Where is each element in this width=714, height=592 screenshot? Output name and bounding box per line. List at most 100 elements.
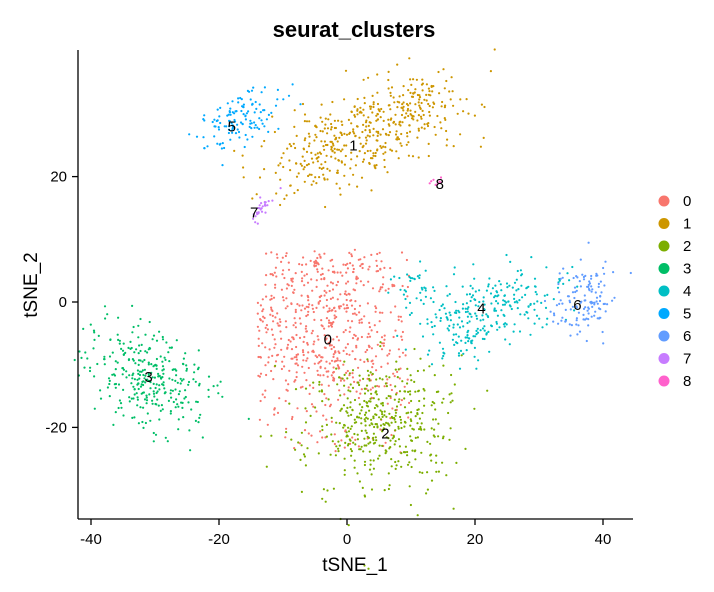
cell-point bbox=[487, 283, 490, 286]
cell-point bbox=[293, 288, 296, 291]
cell-point bbox=[368, 326, 371, 329]
cell-point bbox=[403, 289, 406, 292]
cell-point bbox=[414, 415, 417, 418]
cell-point bbox=[593, 303, 596, 306]
cell-point bbox=[368, 450, 371, 453]
cell-point bbox=[389, 148, 392, 151]
cell-point bbox=[128, 374, 131, 377]
cell-point bbox=[429, 94, 432, 97]
cell-point bbox=[367, 442, 370, 445]
cell-point bbox=[145, 394, 148, 397]
cell-point bbox=[293, 317, 296, 320]
cell-point bbox=[343, 132, 346, 135]
cell-point bbox=[202, 136, 205, 139]
cell-point bbox=[363, 360, 366, 363]
cell-point bbox=[316, 268, 319, 271]
cell-point bbox=[223, 125, 226, 128]
cell-point bbox=[216, 108, 219, 111]
cell-point bbox=[342, 426, 345, 429]
cell-point bbox=[361, 486, 364, 489]
cell-point bbox=[410, 95, 414, 98]
cell-point bbox=[257, 344, 260, 347]
cell-point bbox=[270, 294, 273, 297]
cell-point bbox=[354, 438, 357, 441]
cell-point bbox=[351, 337, 355, 340]
cell-point bbox=[227, 113, 230, 116]
cell-point bbox=[370, 105, 373, 108]
cell-point bbox=[405, 143, 408, 146]
cell-point bbox=[347, 442, 350, 446]
cell-point bbox=[358, 111, 361, 114]
cell-point bbox=[582, 313, 585, 316]
cell-point bbox=[345, 431, 348, 434]
cell-point bbox=[596, 302, 599, 305]
cell-point bbox=[378, 290, 381, 293]
cell-point bbox=[170, 396, 173, 399]
cell-point bbox=[291, 83, 294, 86]
cell-point bbox=[340, 408, 343, 411]
cell-point bbox=[469, 313, 472, 316]
cell-point bbox=[350, 413, 353, 416]
cell-point bbox=[350, 454, 353, 457]
cell-point bbox=[516, 307, 519, 310]
cell-point bbox=[409, 374, 412, 377]
cell-point bbox=[237, 101, 240, 104]
cell-point bbox=[433, 402, 436, 405]
cell-point bbox=[462, 352, 465, 355]
cell-point bbox=[444, 118, 447, 121]
cell-point bbox=[376, 384, 379, 388]
cell-point bbox=[293, 191, 296, 195]
cell-point bbox=[335, 171, 339, 174]
cell-point bbox=[378, 251, 381, 254]
cell-point bbox=[445, 285, 448, 288]
cell-point bbox=[408, 461, 411, 464]
cell-point bbox=[342, 349, 345, 352]
cell-point bbox=[504, 338, 507, 341]
cell-point bbox=[145, 399, 149, 402]
cell-point bbox=[331, 282, 334, 285]
cell-point bbox=[253, 126, 256, 129]
cell-point bbox=[395, 393, 398, 396]
cell-point bbox=[382, 427, 385, 430]
cell-point bbox=[108, 379, 111, 382]
cell-point bbox=[411, 155, 415, 158]
cell-point bbox=[359, 358, 362, 361]
cell-point bbox=[527, 317, 530, 320]
cell-point bbox=[185, 369, 188, 372]
cell-point bbox=[320, 324, 323, 327]
cell-point bbox=[333, 147, 336, 150]
cell-point bbox=[305, 410, 308, 413]
cell-point bbox=[442, 354, 445, 358]
cell-point bbox=[353, 307, 356, 311]
cell-point bbox=[103, 355, 106, 358]
cell-point bbox=[495, 322, 498, 325]
cell-point bbox=[467, 112, 470, 115]
cell-point bbox=[409, 390, 412, 393]
cell-point bbox=[264, 346, 267, 349]
cell-point bbox=[279, 330, 282, 333]
cell-point bbox=[176, 381, 179, 384]
cell-point bbox=[452, 323, 455, 326]
cell-point bbox=[367, 374, 370, 377]
cell-point bbox=[181, 406, 184, 409]
cell-point bbox=[169, 389, 172, 392]
cell-point bbox=[437, 70, 440, 74]
cell-point bbox=[413, 278, 416, 281]
cell-point bbox=[363, 444, 366, 447]
cluster-label-7: 7 bbox=[250, 204, 258, 221]
cell-point bbox=[337, 398, 340, 401]
cell-point bbox=[561, 316, 564, 319]
cell-point bbox=[351, 409, 354, 412]
cell-point bbox=[298, 317, 301, 320]
cell-point bbox=[487, 330, 490, 333]
cell-point bbox=[419, 322, 422, 325]
cell-point bbox=[281, 296, 285, 299]
cell-point bbox=[358, 448, 361, 451]
cell-point bbox=[291, 415, 294, 419]
cell-point bbox=[125, 370, 128, 373]
cell-point bbox=[381, 401, 384, 405]
cell-point bbox=[330, 433, 333, 436]
cell-point bbox=[344, 290, 347, 293]
cell-point bbox=[353, 459, 356, 462]
cell-point bbox=[337, 367, 340, 370]
